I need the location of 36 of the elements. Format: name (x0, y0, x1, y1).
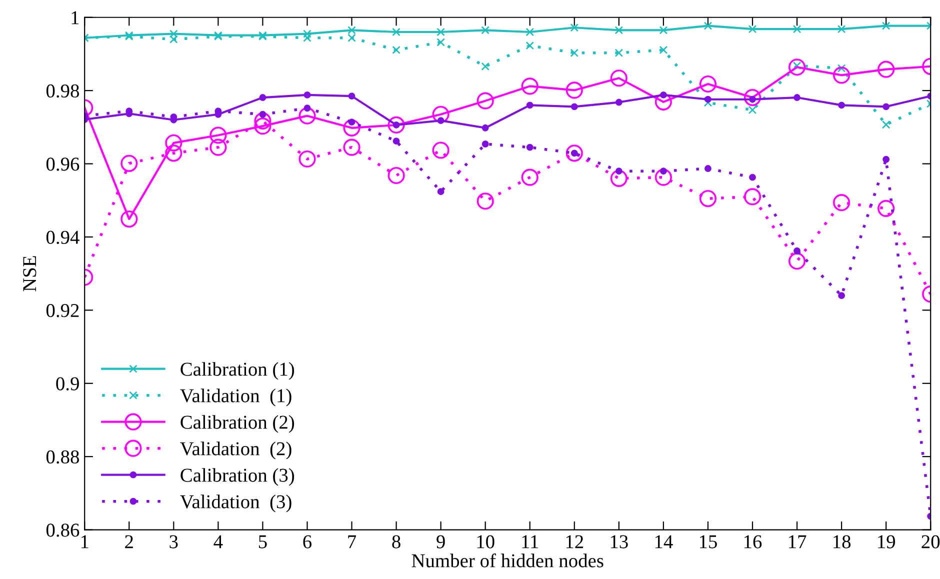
y-tick-label: 1 (72, 11, 79, 24)
legend-label: Calibration (3) (180, 468, 294, 486)
x-tick-label: 15 (700, 535, 717, 548)
x-tick-label: 1 (81, 535, 88, 548)
legend-label: Validation (2) (180, 442, 292, 460)
y-tick-label: 0.96 (46, 158, 80, 171)
legend-label: Validation (3) (180, 494, 292, 512)
y-tick-label: 0.94 (46, 230, 80, 244)
x-tick-label: 12 (566, 535, 584, 548)
y-tick-label: 0.88 (46, 450, 79, 464)
y-tick-label: 0.98 (46, 84, 79, 98)
x-tick-label: 2 (125, 535, 133, 548)
legend-label: Calibration (2) (180, 415, 294, 433)
x-tick-label: 5 (258, 535, 267, 548)
x-tick-label: 7 (348, 535, 356, 548)
x-tick-label: 13 (610, 535, 628, 548)
x-tick-label: 17 (789, 535, 806, 548)
x-tick-label: 10 (477, 535, 494, 548)
x-tick-label: 9 (436, 535, 445, 548)
y-axis-title: NSE (23, 256, 36, 292)
x-tick-label: 4 (214, 535, 223, 548)
y-tick-label: 0.86 (46, 524, 80, 537)
x-tick-label: 18 (834, 535, 851, 548)
legend-label: Validation (1) (180, 388, 292, 406)
x-tick-label: 8 (392, 535, 400, 548)
y-tick-label: 0.92 (46, 304, 79, 318)
y-tick-label: 0.9 (56, 377, 79, 390)
x-tick-label: 16 (744, 535, 762, 548)
x-axis-title: Number of hidden nodes (412, 553, 604, 568)
x-tick-label: 14 (655, 535, 673, 548)
x-tick-label: 3 (170, 535, 178, 548)
legend-label: Calibration (1) (180, 362, 294, 380)
x-tick-label: 20 (922, 535, 940, 548)
x-tick-label: 6 (303, 535, 312, 548)
x-tick-label: 11 (522, 535, 538, 548)
x-tick-label: 19 (878, 535, 895, 548)
